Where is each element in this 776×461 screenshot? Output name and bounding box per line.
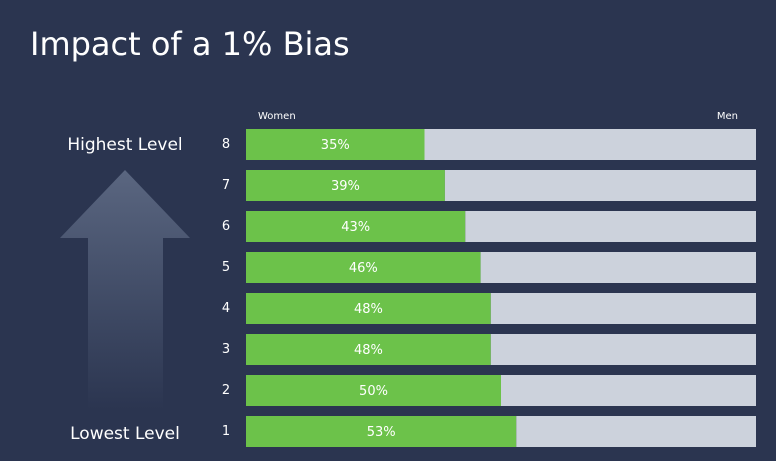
bar-segment — [246, 252, 481, 283]
annotation: Lowest Level — [70, 424, 180, 444]
y-tick-label: 2 — [222, 383, 230, 398]
value-label: 43% — [341, 220, 370, 235]
value-label: 48% — [354, 343, 383, 358]
bar-segment — [246, 334, 491, 365]
bar-segment — [490, 293, 756, 324]
bar-segment — [246, 211, 466, 242]
bar-segment — [465, 211, 756, 242]
bar-segment — [480, 252, 756, 283]
bar-segment — [501, 375, 756, 406]
value-label: 53% — [367, 425, 396, 440]
value-label: 35% — [321, 138, 350, 153]
bar-segment — [246, 293, 491, 324]
value-label: 39% — [331, 179, 360, 194]
bar-segment — [246, 129, 425, 160]
bar-segment — [246, 416, 517, 447]
value-label: 46% — [349, 261, 378, 276]
legend-label: Men — [717, 111, 738, 122]
value-label: 48% — [354, 302, 383, 317]
value-label: 50% — [359, 384, 388, 399]
y-tick-label: 4 — [222, 301, 230, 316]
bar-segment — [424, 129, 756, 160]
bar-segment — [490, 334, 756, 365]
bar-segment — [246, 375, 501, 406]
y-tick-label: 7 — [222, 178, 230, 193]
y-tick-label: 3 — [222, 342, 230, 357]
legend-label: Women — [258, 111, 296, 122]
bar-segment — [246, 170, 445, 201]
bar-segment — [516, 416, 756, 447]
bar-segment — [444, 170, 756, 201]
y-tick-label: 8 — [222, 137, 230, 152]
y-tick-label: 5 — [222, 260, 230, 275]
y-tick-label: 1 — [222, 424, 230, 439]
arrow — [60, 170, 190, 410]
y-tick-label: 6 — [222, 219, 230, 234]
chart-title: Impact of a 1% Bias — [30, 25, 350, 63]
annotation: Highest Level — [67, 135, 182, 155]
